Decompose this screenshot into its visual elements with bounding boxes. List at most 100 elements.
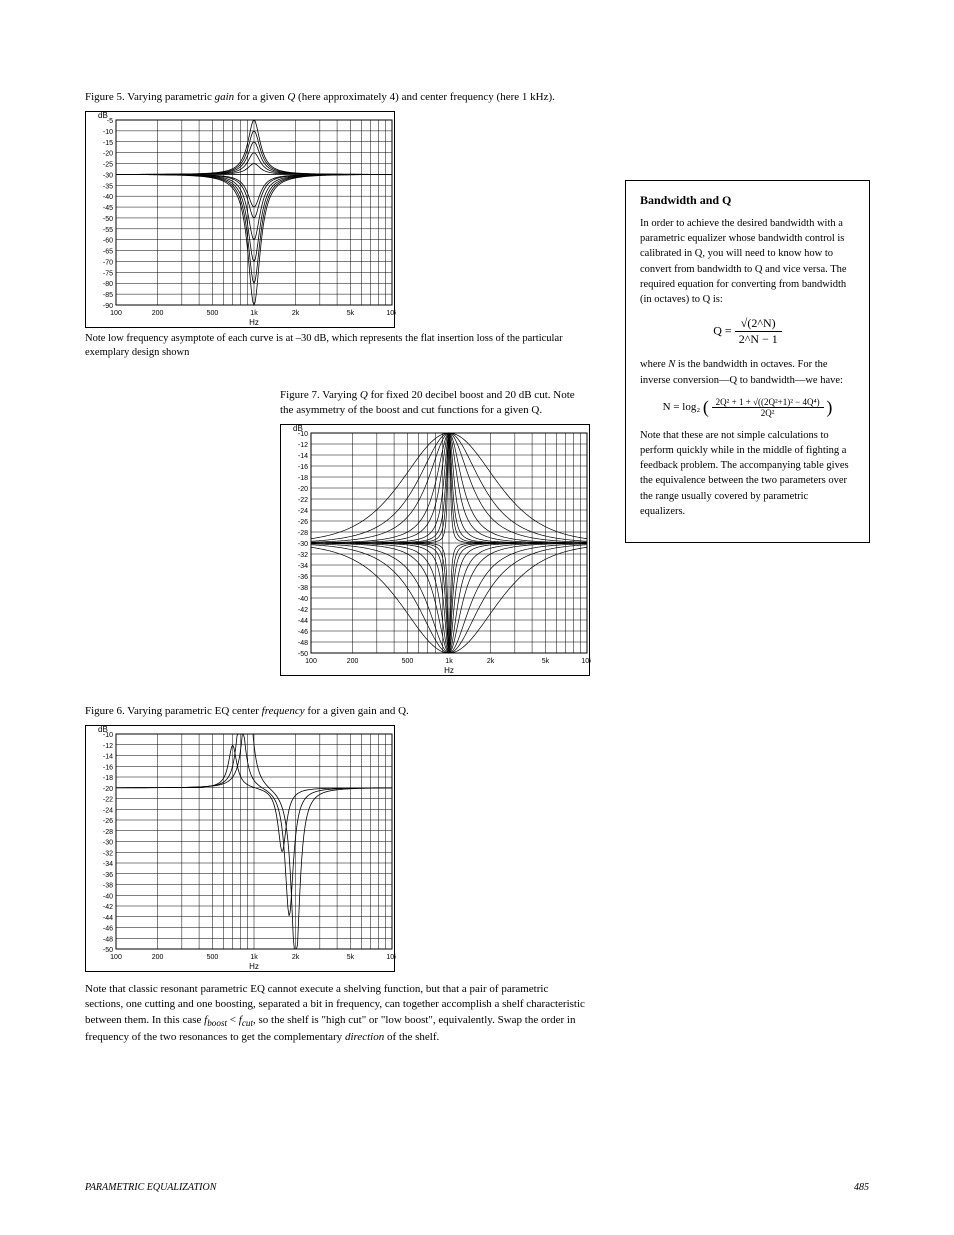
eq1-numerator: √(2^N) bbox=[735, 316, 782, 332]
svg-text:-44: -44 bbox=[103, 914, 113, 921]
eq1-lhs: Q bbox=[713, 324, 722, 338]
svg-text:-85: -85 bbox=[103, 292, 113, 299]
svg-text:-22: -22 bbox=[298, 497, 308, 504]
svg-text:-32: -32 bbox=[298, 552, 308, 559]
svg-text:5k: 5k bbox=[542, 658, 550, 665]
figure-5-note: Note low frequency asymptote of each cur… bbox=[85, 332, 605, 360]
svg-text:dB: dB bbox=[293, 425, 303, 433]
figure-7-chart: -10-12-14-16-18-20-22-24-26-28-30-32-34-… bbox=[280, 424, 590, 676]
sidebar-equation-1: Q = √(2^N) 2^N − 1 bbox=[640, 316, 855, 347]
svg-text:-48: -48 bbox=[103, 936, 113, 943]
svg-text:-22: -22 bbox=[103, 796, 113, 803]
svg-text:500: 500 bbox=[207, 954, 219, 961]
svg-text:5k: 5k bbox=[347, 310, 355, 317]
svg-text:-12: -12 bbox=[298, 442, 308, 449]
svg-text:500: 500 bbox=[207, 310, 219, 317]
sidebar-para-2: where N is the bandwidth in octaves. For… bbox=[640, 357, 855, 387]
eq1-fraction: √(2^N) 2^N − 1 bbox=[735, 316, 782, 347]
svg-text:-32: -32 bbox=[103, 850, 113, 857]
svg-text:-25: -25 bbox=[103, 161, 113, 168]
svg-text:1k: 1k bbox=[445, 658, 453, 665]
svg-text:10k: 10k bbox=[386, 954, 396, 961]
page: Figure 5. Varying parametric gain for a … bbox=[0, 0, 954, 1235]
svg-text:-34: -34 bbox=[298, 563, 308, 570]
figure-7-title: Figure 7. Varying Q for fixed 20 decibel… bbox=[280, 388, 590, 418]
svg-text:-16: -16 bbox=[103, 764, 113, 771]
svg-text:2k: 2k bbox=[292, 310, 300, 317]
svg-text:100: 100 bbox=[110, 954, 122, 961]
svg-text:-50: -50 bbox=[103, 216, 113, 223]
svg-text:2k: 2k bbox=[487, 658, 495, 665]
svg-text:-18: -18 bbox=[298, 475, 308, 482]
svg-text:-55: -55 bbox=[103, 227, 113, 234]
svg-text:5k: 5k bbox=[347, 954, 355, 961]
svg-text:-48: -48 bbox=[298, 640, 308, 647]
sidebar-box: Bandwidth and Q In order to achieve the … bbox=[625, 180, 870, 543]
svg-text:-44: -44 bbox=[298, 618, 308, 625]
svg-text:-24: -24 bbox=[103, 807, 113, 814]
svg-text:-20: -20 bbox=[103, 150, 113, 157]
svg-text:-45: -45 bbox=[103, 205, 113, 212]
sidebar-title: Bandwidth and Q bbox=[640, 193, 855, 208]
footer-left: PARAMETRIC EQUALIZATION bbox=[85, 1182, 216, 1193]
svg-text:-28: -28 bbox=[298, 530, 308, 537]
svg-text:-40: -40 bbox=[298, 596, 308, 603]
svg-text:-90: -90 bbox=[103, 303, 113, 310]
svg-text:dB: dB bbox=[98, 112, 108, 120]
svg-text:-14: -14 bbox=[298, 453, 308, 460]
svg-text:-24: -24 bbox=[298, 508, 308, 515]
svg-text:-15: -15 bbox=[103, 140, 113, 147]
sidebar-para-3: Note that these are not simple calculati… bbox=[640, 428, 855, 519]
eq2-denominator: 2Q² bbox=[712, 408, 824, 418]
svg-text:-26: -26 bbox=[298, 519, 308, 526]
svg-text:-30: -30 bbox=[298, 541, 308, 548]
svg-text:-36: -36 bbox=[103, 871, 113, 878]
svg-text:200: 200 bbox=[152, 310, 164, 317]
figure-6-block: Figure 6. Varying parametric EQ center f… bbox=[85, 704, 605, 1045]
svg-text:-50: -50 bbox=[298, 651, 308, 658]
svg-text:-65: -65 bbox=[103, 248, 113, 255]
left-column: Figure 5. Varying parametric gain for a … bbox=[85, 90, 605, 1073]
sidebar: Bandwidth and Q In order to achieve the … bbox=[625, 180, 870, 543]
svg-text:Hz: Hz bbox=[249, 962, 259, 971]
svg-text:-40: -40 bbox=[103, 194, 113, 201]
svg-text:100: 100 bbox=[110, 310, 122, 317]
eq1-denominator: 2^N − 1 bbox=[735, 332, 782, 347]
svg-text:-38: -38 bbox=[103, 882, 113, 889]
eq2-numerator: 2Q² + 1 + √((2Q²+1)² − 4Q⁴) bbox=[712, 397, 824, 408]
figure-6-title: Figure 6. Varying parametric EQ center f… bbox=[85, 704, 605, 719]
eq2-equals: = bbox=[673, 401, 682, 413]
svg-text:10k: 10k bbox=[581, 658, 591, 665]
figure-6-caption: Note that classic resonant parametric EQ… bbox=[85, 982, 585, 1045]
svg-text:-26: -26 bbox=[103, 818, 113, 825]
svg-text:-30: -30 bbox=[103, 172, 113, 179]
eq2-fraction: 2Q² + 1 + √((2Q²+1)² − 4Q⁴) 2Q² bbox=[712, 397, 824, 418]
sidebar-equation-2: N = log₂ ( 2Q² + 1 + √((2Q²+1)² − 4Q⁴) 2… bbox=[640, 397, 855, 418]
sidebar-para-1: In order to achieve the desired bandwidt… bbox=[640, 216, 855, 307]
svg-text:-36: -36 bbox=[298, 574, 308, 581]
figure-5-chart: -5-10-15-20-25-30-35-40-45-50-55-60-65-7… bbox=[85, 111, 395, 328]
figure-5-block: Figure 5. Varying parametric gain for a … bbox=[85, 90, 605, 360]
svg-text:-20: -20 bbox=[298, 486, 308, 493]
svg-text:-18: -18 bbox=[103, 775, 113, 782]
sidebar-p2-prefix: where bbox=[640, 359, 668, 370]
svg-text:2k: 2k bbox=[292, 954, 300, 961]
figure-7-block: Figure 7. Varying Q for fixed 20 decibel… bbox=[280, 388, 605, 676]
eq2-rparen: ) bbox=[826, 397, 832, 417]
svg-text:10k: 10k bbox=[386, 310, 396, 317]
svg-text:-70: -70 bbox=[103, 259, 113, 266]
svg-text:1k: 1k bbox=[250, 954, 258, 961]
eq2-lparen: ( bbox=[703, 397, 709, 417]
page-footer: PARAMETRIC EQUALIZATION 485 bbox=[85, 1182, 869, 1193]
svg-text:-14: -14 bbox=[103, 753, 113, 760]
svg-text:-10: -10 bbox=[103, 129, 113, 136]
eq2-log: log₂ bbox=[682, 401, 700, 413]
svg-text:-38: -38 bbox=[298, 585, 308, 592]
svg-text:Hz: Hz bbox=[444, 666, 454, 675]
footer-right: 485 bbox=[854, 1182, 869, 1193]
svg-text:-12: -12 bbox=[103, 742, 113, 749]
svg-text:-34: -34 bbox=[103, 861, 113, 868]
svg-text:-75: -75 bbox=[103, 270, 113, 277]
svg-text:500: 500 bbox=[402, 658, 414, 665]
svg-text:-80: -80 bbox=[103, 281, 113, 288]
